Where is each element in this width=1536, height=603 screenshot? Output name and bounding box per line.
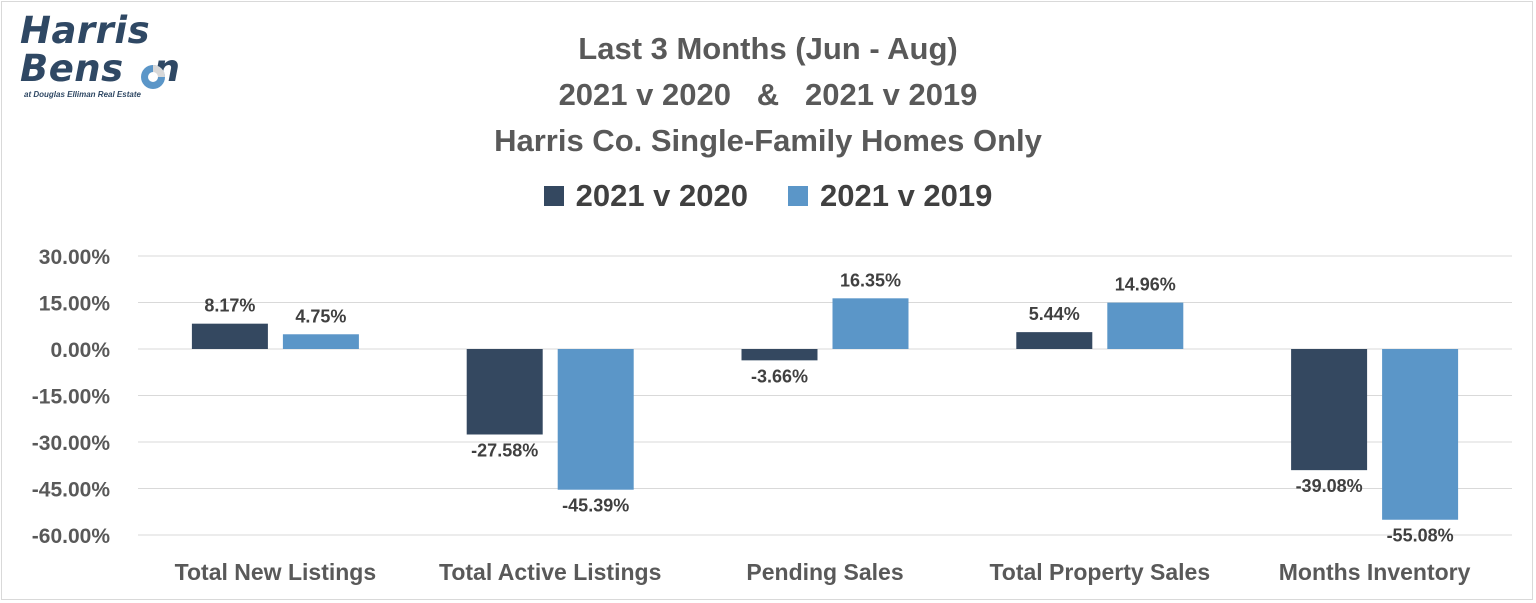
data-label: 4.75% <box>295 306 346 326</box>
y-tick-label: -45.00% <box>32 479 111 502</box>
bar <box>832 298 909 349</box>
y-tick-label: -30.00% <box>32 432 111 455</box>
data-label: 16.35% <box>840 270 901 290</box>
title-line-1: Last 3 Months (Jun - Aug) <box>578 31 958 66</box>
logo-word-bens: Bens <box>20 47 124 90</box>
legend-item-2021-v-2020: 2021 v 2020 <box>543 178 748 214</box>
legend-label-2021-v-2019: 2021 v 2019 <box>820 178 993 213</box>
data-label: 5.44% <box>1029 304 1080 324</box>
bar <box>557 349 634 490</box>
y-tick-label: 0.00% <box>50 339 110 362</box>
data-label: -45.39% <box>562 496 629 516</box>
bar <box>191 323 268 349</box>
bar <box>1107 302 1184 349</box>
bar <box>282 334 359 349</box>
title-line-2: 2021 v 2020 & 2021 v 2019 <box>558 77 978 112</box>
title-line-3: Harris Co. Single-Family Homes Only <box>494 123 1042 158</box>
legend-item-2021-v-2019: 2021 v 2019 <box>788 178 992 214</box>
chart-title: Last 3 Months (Jun - Aug) 2021 v 2020 & … <box>0 26 1536 164</box>
x-category-label: Pending Sales <box>746 559 903 585</box>
data-label: -27.58% <box>471 440 538 460</box>
bar <box>466 349 543 435</box>
y-tick-label: 30.00% <box>39 246 111 269</box>
legend-label-2021-v-2020: 2021 v 2020 <box>575 178 748 213</box>
data-label: 8.17% <box>204 296 255 316</box>
harris-benson-logo: Harris Bens n at Douglas Elliman Real Est… <box>20 10 190 100</box>
bar <box>1016 332 1093 349</box>
x-category-label: Total Property Sales <box>989 559 1210 585</box>
bar <box>741 349 818 361</box>
x-category-label: Months Inventory <box>1279 559 1471 585</box>
logo-globe-icon <box>141 65 165 89</box>
y-tick-label: -60.00% <box>32 525 111 548</box>
logo-word-harris: Harris <box>20 9 151 52</box>
legend-swatch-2021-v-2020 <box>543 186 564 206</box>
data-label: -3.66% <box>751 366 808 386</box>
x-category-label: Total Active Listings <box>439 559 661 585</box>
y-tick-label: 15.00% <box>39 293 111 316</box>
data-label: 14.96% <box>1115 275 1176 295</box>
chart-legend: 2021 v 2020 2021 v 2019 <box>0 178 1536 214</box>
x-category-label: Total New Listings <box>175 559 376 585</box>
legend-swatch-2021-v-2019 <box>788 186 808 206</box>
data-label: -39.08% <box>1296 476 1363 496</box>
bar <box>1291 349 1368 471</box>
y-tick-label: -15.00% <box>32 386 111 409</box>
logo-tagline: at Douglas Elliman Real Estate <box>24 90 141 99</box>
data-label: -55.08% <box>1387 526 1454 546</box>
bar <box>1382 349 1459 520</box>
